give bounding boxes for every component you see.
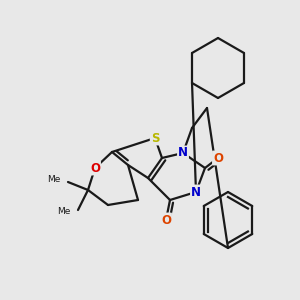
- Text: O: O: [90, 161, 100, 175]
- Text: S: S: [151, 131, 159, 145]
- Text: N: N: [178, 146, 188, 160]
- Text: Me: Me: [46, 176, 60, 184]
- Text: O: O: [161, 214, 171, 226]
- Text: Me: Me: [57, 208, 70, 217]
- Text: O: O: [213, 152, 223, 164]
- Text: N: N: [191, 185, 201, 199]
